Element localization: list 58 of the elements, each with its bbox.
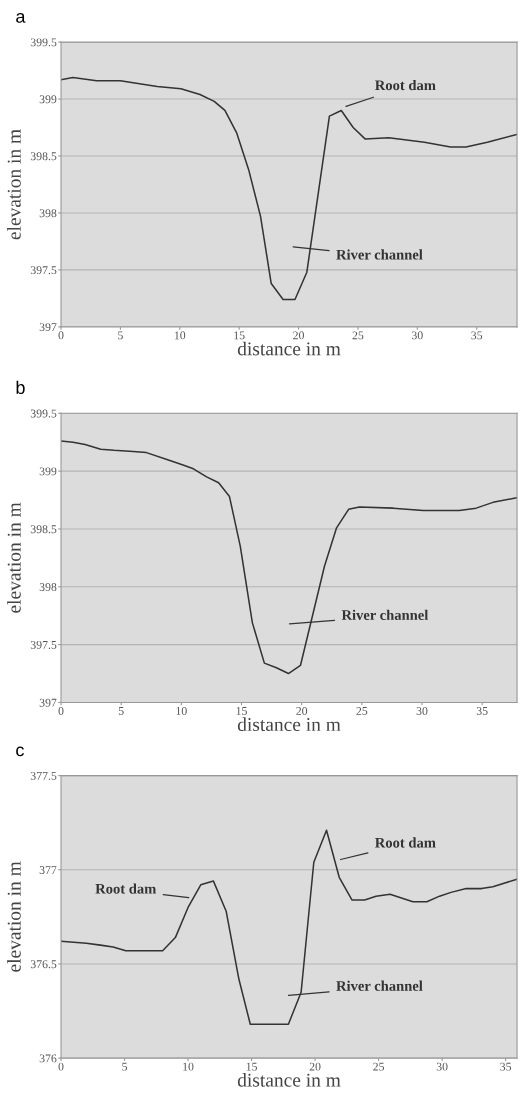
y-tick-label: 376 <box>39 1054 57 1063</box>
x-tick-label: 20 <box>296 706 308 715</box>
line-series <box>61 76 518 301</box>
x-axis-title: distance in m <box>237 1073 341 1087</box>
chart-title: b <box>16 380 25 395</box>
y-tick-label: 397 <box>39 698 57 707</box>
y-tick-label: 399 <box>39 95 57 104</box>
y-tick-label: 398.5 <box>30 152 57 161</box>
annotation: Root dam <box>95 883 157 894</box>
y-tick-label: 399.5 <box>30 38 57 47</box>
x-tick-label: 25 <box>356 707 368 715</box>
x-axis-title: distance in m <box>237 341 341 356</box>
x-tick-label: 35 <box>471 331 483 340</box>
x-tick-label: 35 <box>476 707 488 715</box>
x-tick-label: 0 <box>58 331 64 340</box>
x-tick-label: 0 <box>58 1062 64 1071</box>
x-tick-label: 30 <box>411 331 423 340</box>
x-tick-label: 10 <box>176 706 187 715</box>
x-tick-label: 30 <box>416 706 428 715</box>
y-tick-label: 398 <box>39 583 57 592</box>
x-tick-label: 5 <box>122 1062 128 1071</box>
x-tick-label: 25 <box>352 331 364 340</box>
annotation: River channel <box>336 249 423 260</box>
chart-title: a <box>16 12 26 23</box>
line-series <box>61 440 518 675</box>
y-tick-label: 398 <box>39 209 57 218</box>
y-tick-label: 376.5 <box>30 960 57 969</box>
x-tick-label: 20 <box>293 331 304 340</box>
line-series <box>61 829 518 1026</box>
x-tick-label: 5 <box>118 707 124 715</box>
annotation: Root dam <box>375 79 436 91</box>
x-axis-title: distance in m <box>237 717 341 732</box>
x-tick-label: 10 <box>174 331 186 340</box>
x-tick-label: 30 <box>436 1062 448 1071</box>
y-axis-title: elevation in m <box>7 861 21 972</box>
x-tick-label: 15 <box>234 331 245 340</box>
x-tick-label: 15 <box>236 707 247 715</box>
x-tick-label: 15 <box>246 1062 257 1071</box>
chart-title: c <box>16 746 24 757</box>
annotation: Root dam <box>375 837 436 848</box>
x-tick-label: 10 <box>183 1062 194 1071</box>
x-tick-label: 25 <box>373 1062 385 1071</box>
x-tick-label: 0 <box>58 706 64 715</box>
annotation: River channel <box>336 980 423 991</box>
annotation: River channel <box>341 609 429 620</box>
y-tick-label: 398.5 <box>30 525 57 534</box>
y-tick-label: 397.5 <box>30 640 57 649</box>
y-tick-label: 377.5 <box>30 771 57 780</box>
y-axis-title: elevation in m <box>7 129 21 240</box>
x-tick-label: 5 <box>118 331 123 340</box>
y-tick-label: 399 <box>39 467 57 476</box>
y-tick-label: 399.5 <box>30 409 57 418</box>
y-tick-label: 397.5 <box>30 266 57 275</box>
y-tick-label: 377 <box>39 866 57 874</box>
y-tick-label: 397 <box>39 323 57 332</box>
y-axis-title: elevation in m <box>7 502 21 613</box>
x-tick-label: 20 <box>309 1062 321 1071</box>
x-tick-label: 35 <box>500 1062 512 1071</box>
